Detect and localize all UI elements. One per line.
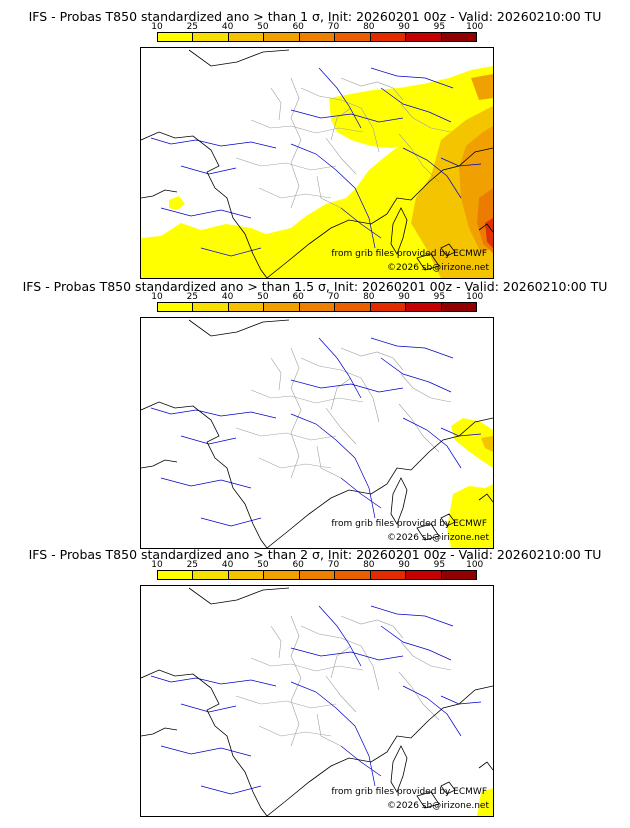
scale-swatch [193,303,229,311]
scale-label: 60 [292,292,304,302]
scale-swatch [264,33,300,41]
scale-label: 25 [186,560,199,570]
color-scale-bar [157,302,477,312]
scale-swatch [370,303,407,311]
scale-swatch [228,33,265,41]
copyright-notice: ©2026 sb@irizone.net [387,263,489,273]
scale-swatch [441,303,476,311]
map-geography [141,319,493,548]
scale-label: 60 [292,22,304,32]
scale-label: 10 [151,560,163,570]
map-1sigma [141,49,493,278]
scale-label: 80 [363,560,375,570]
scale-swatch [335,33,371,41]
scale-label: 40 [221,292,234,302]
scale-label: 70 [327,22,340,32]
data-attribution: from grib files provided by ECMWF [331,249,487,259]
scale-swatch [158,33,194,41]
scale-label: 10 [151,292,163,302]
data-attribution: from grib files provided by ECMWF [331,787,487,797]
copyright-notice: ©2026 sb@irizone.net [387,801,489,811]
scale-label: 90 [398,22,410,32]
scale-swatch [370,571,407,579]
scale-label: 25 [186,22,199,32]
scale-swatch [335,303,371,311]
data-attribution: from grib files provided by ECMWF [331,519,487,529]
map-geography [141,49,493,278]
scale-swatch [441,571,476,579]
map-panel-2sigma: IFS - Probas T850 standardized ano > tha… [0,547,630,819]
scale-swatch [264,571,300,579]
map-geography [141,587,493,816]
scale-label: 95 [433,560,446,570]
probability-fill [447,418,493,548]
scale-label: 50 [257,22,269,32]
scale-label: 90 [398,292,410,302]
map-panel-1-5sigma: IFS - Probas T850 standardized ano > tha… [0,279,630,551]
panel-title: IFS - Probas T850 standardized ano > tha… [28,9,602,24]
color-scale-bar [157,570,477,580]
scale-swatch [193,33,229,41]
map-frame: from grib files provided by ECMWF ©2026 … [140,317,494,549]
scale-swatch [158,303,194,311]
scale-label: 95 [433,292,446,302]
scale-label: 60 [292,560,304,570]
scale-label: 70 [327,292,340,302]
copyright-notice: ©2026 sb@irizone.net [387,533,489,543]
scale-label: 25 [186,292,199,302]
color-scale-bar [157,32,477,42]
scale-label: 40 [221,22,234,32]
map-1-5sigma [141,319,493,548]
scale-label: 50 [257,560,269,570]
scale-swatch [406,303,442,311]
scale-label: 95 [433,22,446,32]
color-scale-labels: 10 25 40 50 60 70 80 90 95 100 [151,560,483,570]
scale-swatch [441,33,476,41]
scale-swatch [406,33,442,41]
map-frame: from grib files provided by ECMWF ©2026 … [140,585,494,817]
probability-fill [477,788,493,816]
panel-title: IFS - Probas T850 standardized ano > tha… [22,279,608,294]
scale-label: 80 [363,22,375,32]
scale-swatch [335,571,371,579]
scale-label: 10 [151,22,163,32]
scale-label: 100 [466,292,484,302]
map-frame: from grib files provided by ECMWF ©2026 … [140,47,494,279]
color-scale-labels: 10 25 40 50 60 70 80 90 95 100 [151,22,483,32]
scale-swatch [406,571,442,579]
scale-swatch [299,33,336,41]
scale-swatch [299,571,336,579]
scale-swatch [299,303,336,311]
scale-label: 100 [466,560,484,570]
scale-label: 70 [327,560,340,570]
scale-label: 100 [466,22,484,32]
scale-label: 50 [257,292,269,302]
scale-swatch [228,571,265,579]
scale-swatch [370,33,407,41]
scale-swatch [158,571,194,579]
panel-title: IFS - Probas T850 standardized ano > tha… [28,547,602,562]
color-scale-labels: 10 25 40 50 60 70 80 90 95 100 [151,292,483,302]
scale-swatch [264,303,300,311]
scale-swatch [193,571,229,579]
scale-label: 80 [363,292,375,302]
scale-label: 40 [221,560,234,570]
scale-label: 90 [398,560,410,570]
map-2sigma [141,587,493,816]
scale-swatch [228,303,265,311]
map-panel-1sigma: IFS - Probas T850 standardized ano > tha… [0,9,630,281]
